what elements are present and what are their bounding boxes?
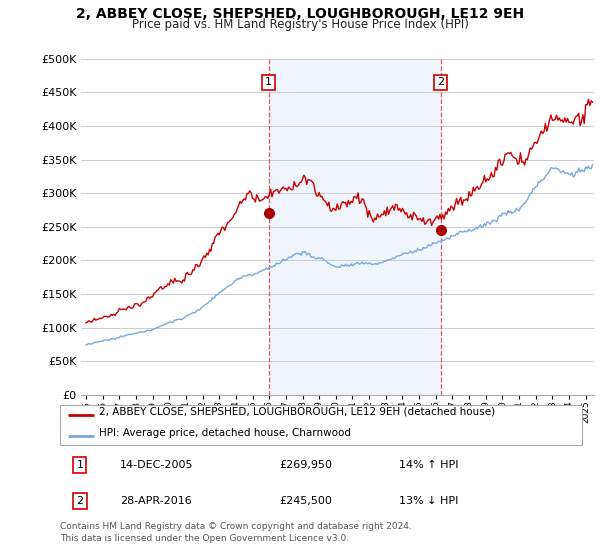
Text: Contains HM Land Registry data © Crown copyright and database right 2024.
This d: Contains HM Land Registry data © Crown c…	[60, 522, 412, 543]
Bar	[269, 59, 440, 395]
Text: 2: 2	[437, 77, 444, 87]
FancyBboxPatch shape	[60, 405, 582, 445]
Text: £245,500: £245,500	[279, 496, 332, 506]
Text: Price paid vs. HM Land Registry's House Price Index (HPI): Price paid vs. HM Land Registry's House …	[131, 18, 469, 31]
Text: 1: 1	[76, 460, 83, 470]
Text: £269,950: £269,950	[279, 460, 332, 470]
Text: 2, ABBEY CLOSE, SHEPSHED, LOUGHBOROUGH, LE12 9EH (detached house): 2, ABBEY CLOSE, SHEPSHED, LOUGHBOROUGH, …	[99, 407, 495, 417]
Text: 14-DEC-2005: 14-DEC-2005	[120, 460, 194, 470]
Text: HPI: Average price, detached house, Charnwood: HPI: Average price, detached house, Char…	[99, 428, 351, 438]
Text: 14% ↑ HPI: 14% ↑ HPI	[400, 460, 459, 470]
Text: 1: 1	[265, 77, 272, 87]
Text: 28-APR-2016: 28-APR-2016	[120, 496, 192, 506]
Text: 2, ABBEY CLOSE, SHEPSHED, LOUGHBOROUGH, LE12 9EH: 2, ABBEY CLOSE, SHEPSHED, LOUGHBOROUGH, …	[76, 7, 524, 21]
Text: 2: 2	[76, 496, 83, 506]
Text: 13% ↓ HPI: 13% ↓ HPI	[400, 496, 458, 506]
